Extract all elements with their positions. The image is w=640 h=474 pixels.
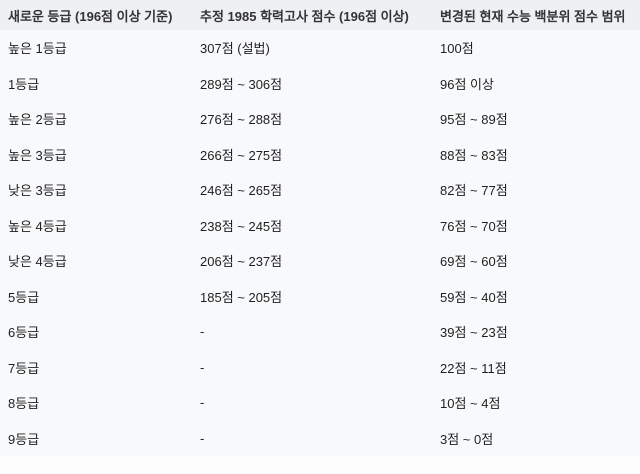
percentile-cell: 3점 ~ 0점 [440,431,494,447]
table-row: 6등급 - 39점 ~ 23점 [0,314,640,350]
grade-cell: 5등급 [8,289,40,305]
table-row: 8등급 - 10점 ~ 4점 [0,385,640,421]
percentile-cell: 10점 ~ 4점 [440,396,501,412]
grade-table: 새로운 등급 (196점 이상 기준) 추정 1985 학력고사 점수 (196… [0,0,640,457]
score-1985-cell: 238점 ~ 245점 [200,218,283,234]
grade-cell: 6등급 [8,325,40,341]
grade-cell: 높은 4등급 [8,218,67,234]
score-1985-cell: - [200,359,205,375]
table-row: 높은 4등급 238점 ~ 245점 76점 ~ 70점 [0,208,640,244]
grade-cell: 낮은 4등급 [8,254,67,270]
table-row: 높은 2등급 276점 ~ 288점 95점 ~ 89점 [0,101,640,137]
table-row: 1등급 289점 ~ 306점 96점 이상 [0,66,640,102]
grade-cell: 높은 1등급 [8,41,67,57]
score-1985-cell: - [200,324,205,340]
grade-cell: 낮은 3등급 [8,183,67,199]
table-row: 낮은 4등급 206점 ~ 237점 69점 ~ 60점 [0,243,640,279]
header-row: 새로운 등급 (196점 이상 기준) 추정 1985 학력고사 점수 (196… [0,0,640,30]
percentile-cell: 69점 ~ 60점 [440,254,508,270]
percentile-cell: 88점 ~ 83점 [440,147,508,163]
score-1985-cell: 185점 ~ 205점 [200,289,283,305]
table-row: 7등급 - 22점 ~ 11점 [0,350,640,386]
percentile-cell: 82점 ~ 77점 [440,183,508,199]
header-1985-score: 추정 1985 학력고사 점수 (196점 이상) [192,0,432,30]
score-1985-cell: 266점 ~ 275점 [200,147,283,163]
table-row: 5등급 185점 ~ 205점 59점 ~ 40점 [0,279,640,315]
grade-cell: 9등급 [8,431,40,447]
percentile-cell: 39점 ~ 23점 [440,325,508,341]
score-1985-cell: 206점 ~ 237점 [200,254,283,270]
header-percentile-range: 변경된 현재 수능 백분위 점수 범위 [432,0,640,30]
percentile-cell: 59점 ~ 40점 [440,289,508,305]
bottom-spacer [0,456,640,474]
grade-cell: 8등급 [8,396,40,412]
score-1985-cell: 246점 ~ 265점 [200,183,283,199]
table-row: 낮은 3등급 246점 ~ 265점 82점 ~ 77점 [0,172,640,208]
score-1985-cell: 276점 ~ 288점 [200,112,283,128]
grade-cell: 7등급 [8,360,40,376]
grade-cell: 1등급 [8,76,40,92]
header-new-grade: 새로운 등급 (196점 이상 기준) [0,0,192,30]
score-1985-cell: 307점 (설법) [200,41,270,57]
score-1985-cell: - [200,430,205,446]
table-row: 9등급 - 3점 ~ 0점 [0,421,640,457]
percentile-cell: 95점 ~ 89점 [440,112,508,128]
percentile-cell: 100점 [440,41,474,57]
percentile-cell: 96점 이상 [440,76,494,92]
grade-cell: 높은 2등급 [8,112,67,128]
table-row: 높은 1등급 307점 (설법) 100점 [0,30,640,66]
score-1985-cell: 289점 ~ 306점 [200,76,283,92]
score-1985-cell: - [200,395,205,411]
table-row: 높은 3등급 266점 ~ 275점 88점 ~ 83점 [0,137,640,173]
percentile-cell: 22점 ~ 11점 [440,360,507,376]
percentile-cell: 76점 ~ 70점 [440,218,508,234]
grade-cell: 높은 3등급 [8,147,67,163]
